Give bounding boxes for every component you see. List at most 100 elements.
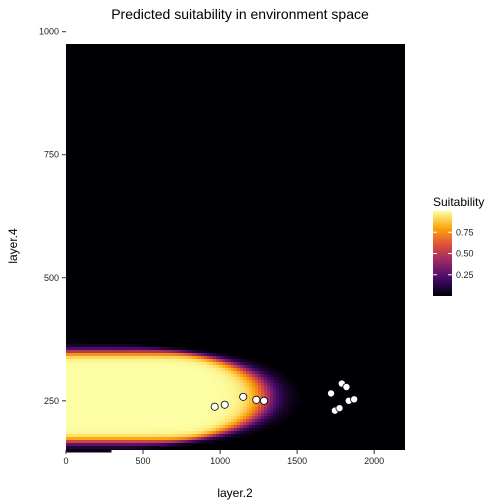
heatmap-cell [231,380,235,384]
heatmap-cell [219,398,223,402]
heatmap-cell [162,416,166,420]
heatmap-cell [183,362,187,366]
heatmap-cell [219,356,223,360]
heatmap-cell [78,356,82,360]
heatmap-cell [66,344,70,348]
heatmap-cell [162,383,166,387]
heatmap-cell [147,377,151,381]
heatmap-cell [204,422,208,426]
heatmap-cell [213,356,217,360]
heatmap-cell [207,404,211,408]
heatmap-cell [153,395,157,399]
heatmap-cell [141,410,145,414]
heatmap-cell [153,401,157,405]
heatmap-cell [84,425,88,429]
heatmap-cell [117,395,121,399]
heatmap-cell [96,362,100,366]
heatmap-cell [69,395,73,399]
heatmap-cell [147,416,151,420]
heatmap-cell [186,431,190,435]
heatmap-cell [72,413,76,417]
heatmap-cell [120,428,124,432]
heatmap-cell [240,434,244,438]
heatmap-cell [66,407,70,411]
heatmap-cell [96,377,100,381]
heatmap-cell [258,386,262,390]
heatmap-cell [282,374,286,378]
heatmap-cell [195,413,199,417]
heatmap-cell [165,347,169,351]
heatmap-cell [183,407,187,411]
heatmap-cell [270,398,274,402]
heatmap-cell [123,440,127,444]
heatmap-cell [204,407,208,411]
heatmap-cell [150,407,154,411]
heatmap-cell [108,344,112,348]
heatmap-cell [252,377,256,381]
heatmap-cell [108,404,112,408]
heatmap-cell [192,368,196,372]
heatmap-cell [96,392,100,396]
heatmap-cell [138,419,142,423]
heatmap-cell [231,419,235,423]
heatmap-cell [216,371,220,375]
heatmap-cell [117,380,121,384]
heatmap-cell [147,431,151,435]
heatmap-cell [114,356,118,360]
heatmap-cell [99,449,103,453]
heatmap-cell [252,431,256,435]
heatmap-cell [72,392,76,396]
heatmap-cell [105,344,109,348]
heatmap-cell [273,419,277,423]
heatmap-cell [108,398,112,402]
heatmap-cell [102,401,106,405]
heatmap-cell [234,413,238,417]
heatmap-cell [171,386,175,390]
heatmap-cell [126,398,130,402]
heatmap-cell [156,401,160,405]
heatmap-cell [156,410,160,414]
legend-tick-label: 0.75 [456,227,474,237]
heatmap-cell [294,407,298,411]
heatmap-cell [225,434,229,438]
heatmap-cell [147,392,151,396]
heatmap-cell [243,386,247,390]
heatmap-cell [165,356,169,360]
heatmap-cell [270,380,274,384]
heatmap-cell [165,404,169,408]
heatmap-cell [132,386,136,390]
heatmap-cell [66,362,70,366]
heatmap-cell [120,365,124,369]
heatmap-cell [279,392,283,396]
heatmap-cell [90,365,94,369]
heatmap-cell [84,374,88,378]
heatmap-cell [120,389,124,393]
heatmap-cell [234,392,238,396]
heatmap-cell [84,437,88,441]
occurrence-point [239,392,248,401]
heatmap-cell [69,353,73,357]
heatmap-cell [189,395,193,399]
heatmap-cell [90,449,94,453]
heatmap-cell [201,353,205,357]
heatmap-cell [177,407,181,411]
heatmap-cell [84,347,88,351]
heatmap-cell [192,431,196,435]
heatmap-cell [105,416,109,420]
heatmap-cell [117,443,121,447]
heatmap-cell [87,407,91,411]
heatmap-cell [72,398,76,402]
heatmap-cell [96,395,100,399]
heatmap-cell [168,425,172,429]
heatmap-cell [258,392,262,396]
heatmap-cell [285,380,289,384]
heatmap-cell [168,389,172,393]
heatmap-cell [186,350,190,354]
heatmap-cell [288,377,292,381]
heatmap-cell [264,425,268,429]
heatmap-cell [228,386,232,390]
heatmap-cell [192,413,196,417]
heatmap-cell [198,371,202,375]
heatmap-cell [111,395,115,399]
heatmap-cell [243,359,247,363]
